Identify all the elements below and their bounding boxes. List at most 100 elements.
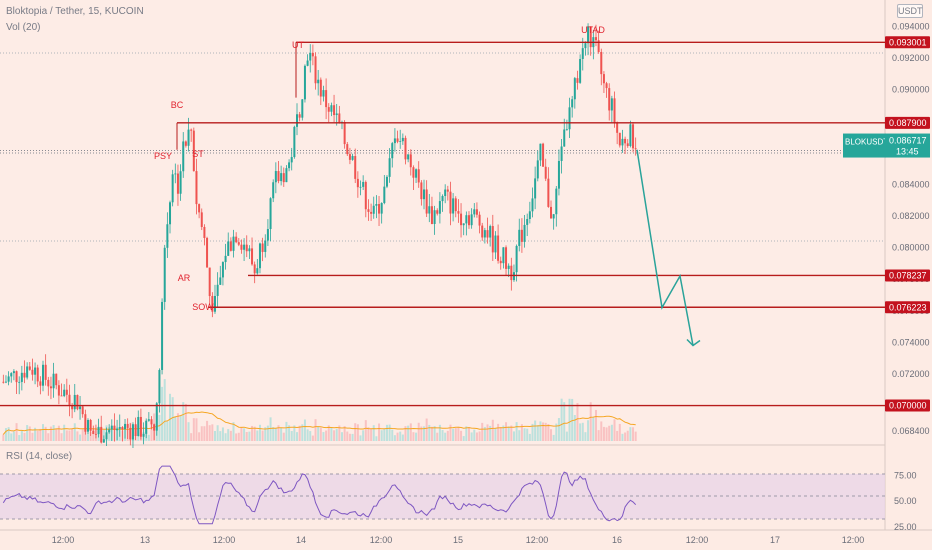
candle-body: [571, 99, 574, 108]
volume-bar: [169, 393, 172, 441]
candle-body: [486, 230, 489, 238]
volume-bar: [621, 433, 624, 441]
volume-bar: [430, 426, 433, 441]
volume-bar: [597, 430, 600, 441]
candle-body: [526, 218, 529, 225]
candle-body: [438, 201, 441, 214]
volume-bar: [2, 434, 5, 441]
annotation-ar: AR: [178, 273, 191, 283]
candle-body: [510, 265, 513, 281]
candle-body: [303, 65, 306, 100]
x-tick-label: 12:00: [842, 535, 865, 545]
currency-badge[interactable]: USDT: [897, 4, 923, 18]
volume-bar: [594, 409, 597, 441]
volume-bar: [335, 428, 338, 441]
candle-body: [129, 427, 132, 440]
candle-body: [520, 229, 523, 242]
volume-bar: [608, 425, 611, 441]
volume-bar: [161, 386, 164, 441]
volume-bar: [396, 432, 399, 441]
candle-body: [457, 211, 460, 214]
volume-bar: [409, 423, 412, 441]
candle-body: [624, 138, 627, 144]
volume-bar: [457, 426, 460, 441]
candle-body: [280, 173, 283, 182]
volume-bar: [573, 415, 576, 441]
price-label: 0.093001: [885, 36, 930, 49]
candle-body: [491, 226, 494, 253]
volume-bar: [269, 417, 272, 441]
candle-body: [613, 98, 616, 124]
volume-bar: [415, 432, 418, 441]
candle-body: [4, 381, 7, 383]
volume-bar: [36, 430, 39, 441]
candle-body: [190, 129, 193, 131]
candle-body: [475, 209, 478, 215]
candle-body: [581, 48, 584, 59]
candle-body: [470, 214, 473, 226]
candle-body: [420, 182, 423, 200]
volume-bar: [404, 426, 407, 441]
x-tick-label: 12:00: [370, 535, 393, 545]
volume-bar: [505, 422, 508, 441]
projection-path[interactable]: [636, 149, 694, 346]
volume-bar: [92, 428, 95, 441]
volume-bar: [277, 425, 280, 441]
annotation-psy: PSY: [154, 151, 172, 161]
volume-bar: [579, 423, 582, 441]
volume-bar: [600, 421, 603, 441]
volume-bar: [592, 417, 595, 441]
y-tick-label: 0.072000: [892, 369, 930, 379]
candle-body: [2, 381, 5, 383]
candle-body: [393, 138, 396, 144]
volume-bar: [359, 435, 362, 441]
candle-body: [579, 58, 582, 83]
candle-body: [158, 369, 161, 404]
volume-bar: [221, 427, 224, 441]
candle-body: [539, 143, 542, 161]
volume-bar: [184, 403, 187, 441]
volume-bar: [465, 426, 468, 441]
volume-bar: [563, 402, 566, 441]
candle-body: [547, 178, 550, 207]
volume-bar: [462, 436, 465, 441]
candle-body: [264, 240, 267, 252]
candle-body: [285, 168, 288, 183]
volume-bar: [314, 419, 317, 441]
price-label-bg: [885, 301, 930, 314]
candle-body: [68, 394, 71, 405]
volume-bar: [23, 432, 26, 441]
candle-body: [134, 424, 137, 436]
volume-bar: [536, 425, 539, 441]
candle-body: [573, 78, 576, 100]
candle-body: [565, 129, 568, 131]
candle-body: [433, 210, 436, 224]
candle-body: [195, 171, 198, 205]
volume-bar: [86, 432, 89, 441]
candle-body: [378, 204, 381, 214]
candle-body: [12, 371, 15, 374]
candle-body: [274, 171, 277, 183]
candle-body: [359, 186, 362, 188]
candle-body: [102, 439, 105, 443]
volume-bar: [298, 425, 301, 441]
annotation-st: ST: [192, 149, 204, 159]
volume-bar: [227, 429, 230, 441]
candle-body: [364, 181, 367, 210]
volume-bar: [301, 424, 304, 441]
candle-body: [415, 169, 418, 178]
volume-bar: [401, 434, 404, 441]
current-price-chip: [885, 133, 930, 158]
candle-body: [362, 181, 365, 187]
candle-body: [39, 381, 42, 386]
candle-body: [528, 211, 531, 219]
candle-body: [467, 215, 470, 226]
candle-body: [531, 198, 534, 212]
candle-body: [94, 433, 97, 435]
candle-body: [118, 427, 121, 429]
candle-body: [375, 204, 378, 206]
candle-body: [626, 143, 629, 147]
volume-bar: [213, 430, 216, 441]
